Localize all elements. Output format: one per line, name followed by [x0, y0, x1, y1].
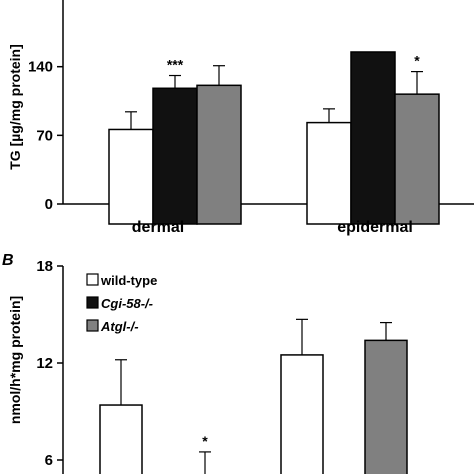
category-label-dermal: dermal — [132, 219, 184, 236]
panel-label-b: B — [2, 252, 14, 269]
y-axis-label-a: TG [µg/mg protein] — [7, 44, 23, 170]
legend-swatch-wild-type — [86, 273, 99, 286]
bar-wild-type-0 — [99, 404, 143, 474]
y-tick-label: 70 — [36, 127, 53, 144]
legend-label-cgi58: Cgi-58-/- — [101, 296, 153, 311]
y-tick-label: 18 — [36, 258, 53, 275]
significance-marker: * — [414, 53, 420, 69]
bar-cgi-58--0 — [152, 87, 198, 225]
y-tick-label: 12 — [36, 355, 53, 372]
bars-b: ** — [99, 318, 408, 474]
bar-atgl--1 — [364, 339, 408, 474]
bar-wild-type-0 — [108, 128, 154, 225]
y-tick-label: 140 — [28, 59, 53, 76]
significance-marker: *** — [167, 57, 184, 73]
bar-atgl--1 — [394, 93, 440, 225]
bar-atgl--0 — [196, 84, 242, 225]
bar-cgi-58--1 — [350, 51, 396, 225]
significance-marker: * — [202, 433, 208, 449]
y-tick-label: 6 — [45, 452, 53, 469]
bar-wild-type-1 — [280, 354, 324, 474]
bar-wild-type-1 — [306, 121, 352, 225]
y-tick-label: 0 — [45, 196, 53, 213]
y-ticks-b: 6 12 18 — [36, 258, 63, 469]
category-label-epidermal: epidermal — [337, 219, 413, 236]
legend: wild-type Cgi-58-/- Atgl-/- — [86, 273, 157, 334]
legend-swatch-atgl — [86, 319, 99, 332]
y-ticks-a: 0 70 140 — [28, 59, 63, 213]
y-axis-label-b: nmol/h*mg protein] — [7, 296, 23, 424]
legend-label-atgl: Atgl-/- — [100, 319, 139, 334]
legend-label-wild-type: wild-type — [100, 273, 157, 288]
bars-a: *** * — [108, 51, 440, 225]
chart-panel-b: B nmol/h*mg protein] 6 12 18 ** wild-type … — [2, 252, 408, 474]
legend-swatch-cgi58 — [86, 296, 99, 309]
